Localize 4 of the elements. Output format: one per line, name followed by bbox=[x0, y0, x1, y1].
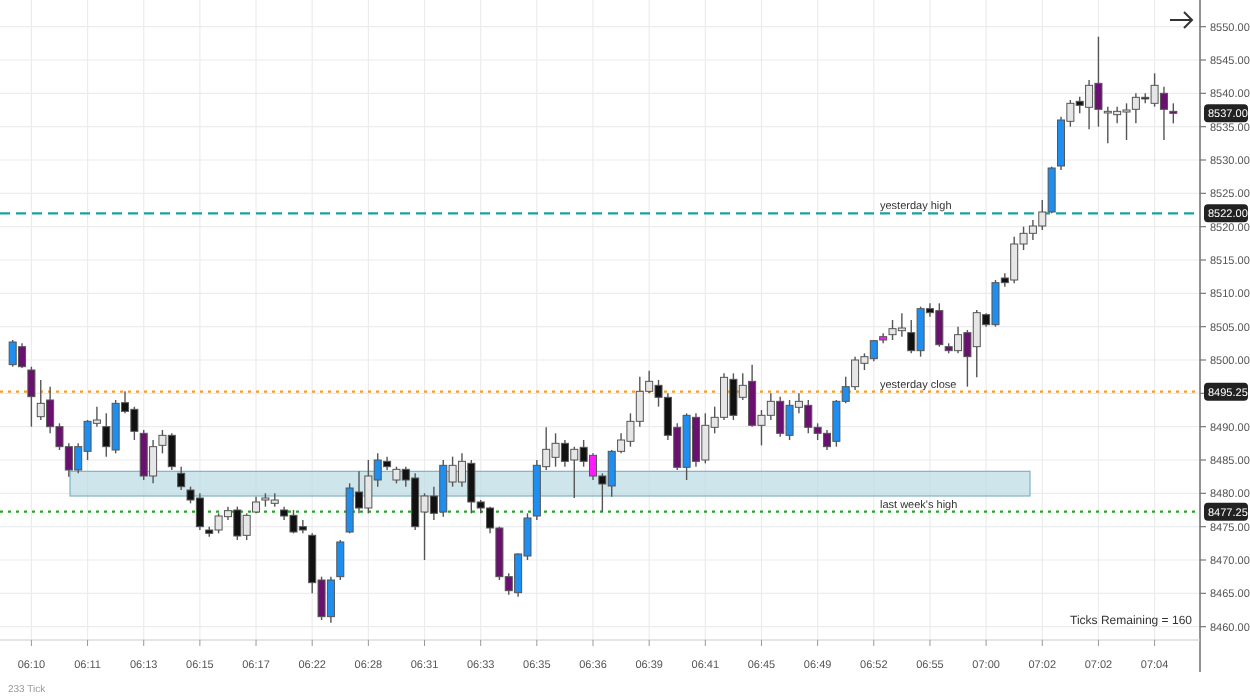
candlestick bbox=[27, 365, 36, 428]
candlestick bbox=[336, 539, 345, 581]
candlestick bbox=[177, 465, 186, 491]
candlestick bbox=[1169, 102, 1178, 125]
